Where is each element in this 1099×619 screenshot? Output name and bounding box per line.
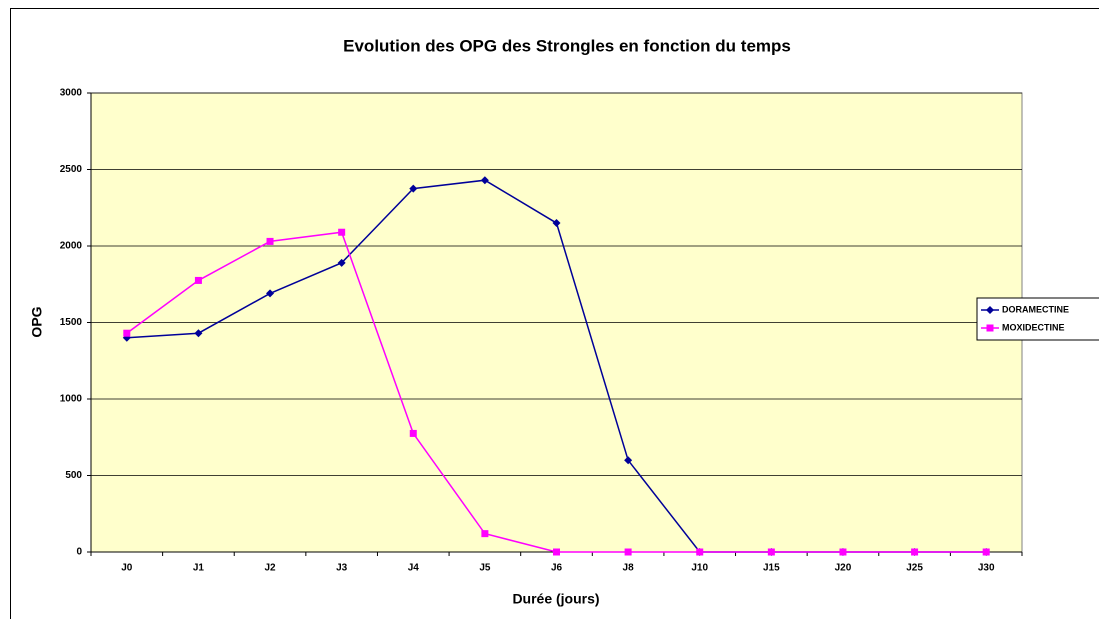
y-tick-label: 2500: [60, 164, 83, 175]
x-tick-label: J1: [193, 563, 205, 574]
legend-entry: MOXIDECTINE: [1002, 322, 1065, 332]
x-tick-label: J5: [479, 563, 491, 574]
data-point: [266, 289, 275, 298]
data-point: [480, 176, 489, 185]
chart-title: Evolution des OPG des Strongles en fonct…: [343, 36, 791, 55]
data-point: [338, 228, 346, 236]
data-point: [194, 276, 202, 284]
legend-entry: DORAMECTINE: [1002, 304, 1069, 314]
data-point: [194, 329, 203, 338]
data-point: [767, 548, 775, 556]
y-axis-label: OPG: [29, 306, 45, 337]
y-tick-label: 1000: [60, 394, 83, 405]
legend-box: [976, 297, 1099, 341]
x-tick-label: J10: [691, 563, 708, 574]
y-tick-label: 1500: [60, 317, 83, 328]
y-tick-label: 3000: [60, 88, 83, 99]
x-tick-label: J25: [906, 563, 923, 574]
x-axis-label: Durée (jours): [512, 591, 599, 607]
data-point: [696, 548, 704, 556]
x-tick-label: J6: [551, 563, 563, 574]
data-point: [409, 429, 417, 437]
data-point: [553, 548, 560, 556]
x-tick-label: J15: [763, 563, 780, 574]
data-point: [409, 184, 418, 193]
x-tick-label: J20: [835, 563, 852, 574]
data-point: [266, 237, 274, 245]
data-point: [986, 324, 994, 332]
data-point: [337, 258, 346, 267]
data-point: [481, 530, 489, 538]
x-tick-label: J0: [121, 563, 133, 574]
x-tick-label: J30: [978, 563, 995, 574]
data-point: [624, 456, 633, 465]
data-point: [982, 548, 990, 556]
data-point: [552, 219, 561, 228]
y-tick-label: 2000: [60, 241, 83, 252]
data-point: [986, 306, 994, 314]
y-tick-label: 500: [65, 470, 82, 481]
x-tick-label: J8: [623, 563, 635, 574]
data-point: [624, 548, 632, 556]
data-point: [123, 329, 131, 337]
y-tick-label: 0: [76, 547, 82, 558]
x-tick-label: J3: [336, 563, 348, 574]
data-point: [839, 548, 847, 556]
x-tick-label: J4: [408, 563, 420, 574]
x-tick-label: J2: [264, 563, 276, 574]
data-point: [911, 548, 919, 556]
